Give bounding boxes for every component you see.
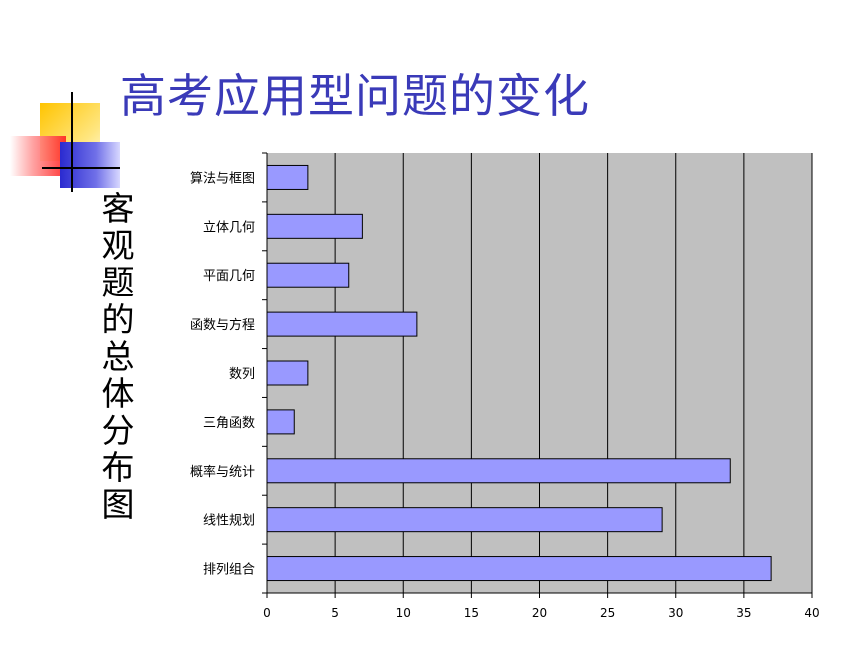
x-tick-label: 30 <box>668 606 683 620</box>
bar <box>266 556 772 582</box>
chart-side-label: 客观题的总体分布图 <box>101 189 135 524</box>
x-tick-label: 20 <box>532 606 547 620</box>
bar <box>266 262 350 288</box>
y-category-label: 平面几何 <box>203 268 255 284</box>
bar <box>266 507 663 533</box>
x-tick-label: 25 <box>600 606 615 620</box>
bar <box>266 213 363 239</box>
bar <box>266 164 309 190</box>
y-category-label: 概率与统计 <box>190 464 255 480</box>
x-tick-label: 35 <box>736 606 751 620</box>
y-category-label: 函数与方程 <box>190 317 255 333</box>
deco-blue-square <box>60 142 120 188</box>
x-tick-label: 5 <box>331 606 339 620</box>
bar <box>266 409 295 435</box>
slide-title: 高考应用型问题的变化 <box>120 69 590 123</box>
deco-vertical-line <box>71 92 73 192</box>
x-tick-label: 15 <box>464 606 479 620</box>
bar <box>266 360 309 386</box>
y-category-label: 数列 <box>229 367 255 382</box>
bar <box>266 458 731 484</box>
x-tick-label: 10 <box>396 606 411 620</box>
y-category-label: 排列组合 <box>203 563 255 578</box>
y-category-label: 线性规划 <box>203 514 255 529</box>
bar <box>266 311 418 337</box>
y-category-label: 立体几何 <box>203 219 255 235</box>
y-category-label: 算法与框图 <box>190 171 255 186</box>
y-category-label: 三角函数 <box>203 416 255 431</box>
x-tick-label: 40 <box>804 606 819 620</box>
x-tick-label: 0 <box>263 606 271 620</box>
deco-horizontal-line <box>42 167 120 169</box>
deco-red-square <box>10 136 66 176</box>
